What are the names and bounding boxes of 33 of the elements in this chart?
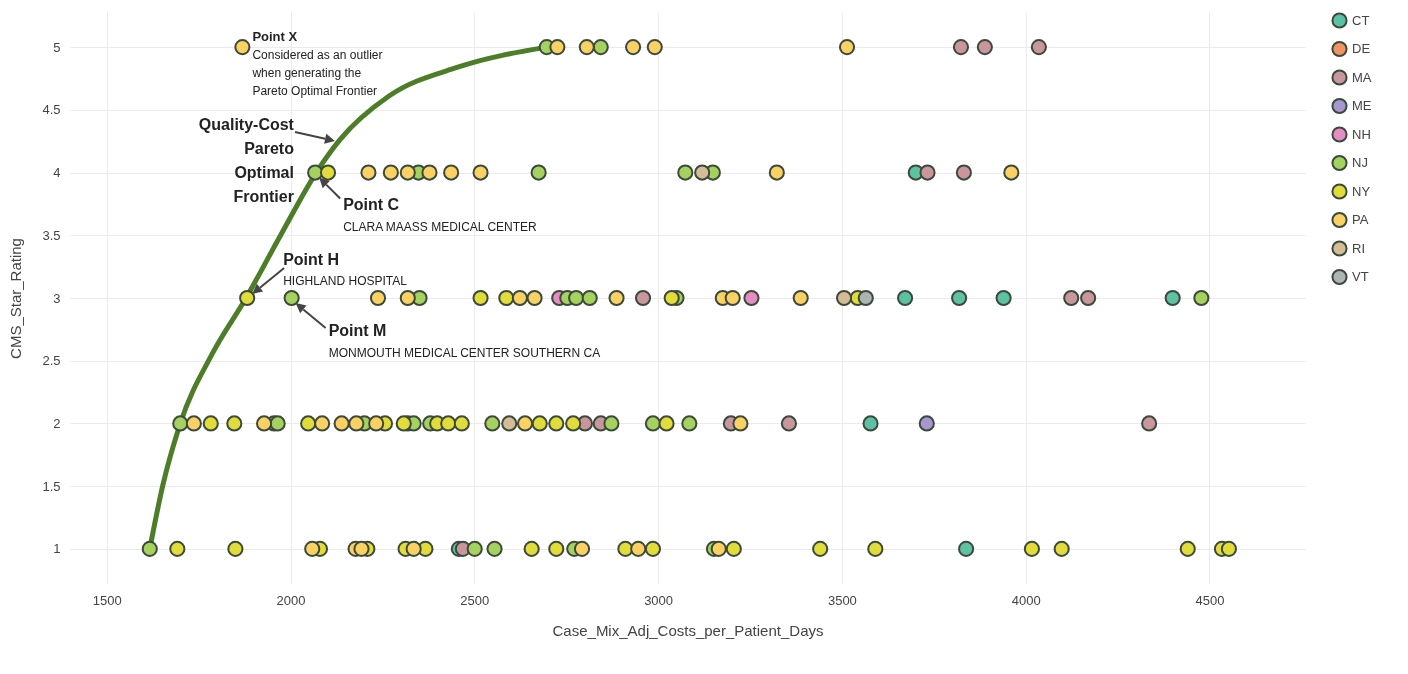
annotation: Point M MONMOUTH MEDICAL CENTER SOUTHERN CA xyxy=(328,322,601,360)
legend-label: RI xyxy=(1352,240,1365,256)
legend-label: NJ xyxy=(1352,155,1368,170)
annotation: Point H HIGHLAND HOSPITAL xyxy=(283,251,408,288)
legend-label: ME xyxy=(1352,98,1372,113)
annotation: Quality-Cost Pareto Optimal Frontier xyxy=(198,115,295,205)
y-tick-label: 5 xyxy=(53,39,61,55)
y-tick-label: 1.5 xyxy=(42,478,61,494)
y-tick-label: 4.5 xyxy=(42,102,61,118)
legend-label: NY xyxy=(1352,183,1371,199)
y-axis-title: CMS_Star_Rating xyxy=(7,238,25,359)
x-axis-title: Case_Mix_Adj_Costs_per_Patient_Days xyxy=(552,621,824,639)
annotation: Point X Considered as an outlier when generating the Pareto Optimal Frontier xyxy=(251,29,383,99)
x-tick-label: 1500 xyxy=(92,592,122,608)
y-tick-label: 3 xyxy=(53,290,61,306)
x-tick-label: 2000 xyxy=(276,592,306,608)
y-tick-label: 4 xyxy=(53,165,61,181)
legend-label: DE xyxy=(1352,41,1371,56)
y-tick-label: 2 xyxy=(53,415,61,431)
x-tick-label: 3000 xyxy=(644,592,674,608)
y-tick-label: 2.5 xyxy=(42,353,61,369)
y-tick-label: 1 xyxy=(53,541,61,557)
x-tick-label: 4500 xyxy=(1195,592,1225,608)
legend-label: NH xyxy=(1352,126,1371,142)
legend-label: VT xyxy=(1352,269,1369,284)
legend-label: MA xyxy=(1352,69,1372,85)
x-tick-label: 3500 xyxy=(827,592,857,608)
annotation: Point C CLARA MAASS MEDICAL CENTER xyxy=(343,195,538,234)
x-tick-label: 4000 xyxy=(1011,592,1041,608)
legend-label: PA xyxy=(1352,212,1369,227)
legend-label: CT xyxy=(1352,12,1370,28)
y-tick-label: 3.5 xyxy=(42,227,61,243)
x-tick-label: 2500 xyxy=(460,592,490,608)
